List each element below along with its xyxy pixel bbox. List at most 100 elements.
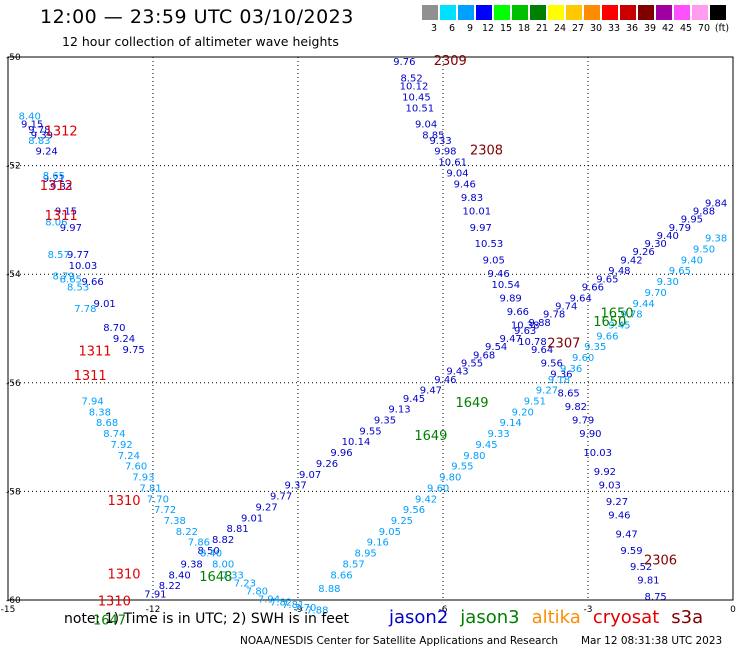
swh-value-jason2: 8.52 [400,73,422,84]
swh-value-jason3: 9.74 [555,301,577,312]
swh-value-jason3: 9.77 [270,492,292,503]
swh-value-jason2: 10.61 [438,158,467,169]
swh-value-jason3: 9.48 [608,266,630,277]
generated-timestamp: Mar 12 08:31:38 UTC 2023 [581,635,723,647]
swh-value-altika: 7.78 [74,304,96,315]
pass-time-label: 1311 [45,209,78,224]
colorbar-label: 6 [448,23,456,34]
swh-value-jason2: 9.59 [620,546,642,557]
swh-value-jason3: 9.68 [473,350,495,361]
swh-value-altika: 9.25 [391,516,413,527]
swh-value-jason3: 8.50 [197,546,219,557]
y-tick-label: -58 [6,487,21,497]
swh-value-altika: 9.80 [463,451,485,462]
swh-value-altika: 9.30 [657,277,679,288]
swh-value-jason3: 9.47 [500,334,522,345]
pass-time-label: 2309 [434,54,467,69]
swh-value-altika: 9.45 [475,440,497,451]
swh-value-altika: 9.60 [427,483,449,494]
swh-value-jason2: 10.51 [405,103,434,114]
colorbar-swatch [656,5,672,20]
y-tick-label: -52 [6,162,21,172]
swh-value-jason3: 9.54 [485,342,507,353]
colorbar-label: 39 [643,23,657,34]
swh-value-altika: 9.80 [439,473,461,484]
colorbar-swatch [548,5,564,20]
swh-value-altika: 9.20 [512,407,534,418]
colorbar-swatch [710,5,726,20]
swh-value-jason3: 9.55 [359,426,381,437]
swh-value-jason2: 10.78 [518,337,547,348]
y-tick-label: -56 [6,379,21,389]
swh-value-altika: 8.66 [330,570,352,581]
swh-value-altika: 7.24 [118,451,140,462]
swh-value-jason3: 9.63 [514,326,536,337]
colorbar-label: 15 [499,23,513,34]
swh-value-altika: 7.88 [306,606,328,617]
swh-value-altika: 8.22 [176,527,198,538]
swh-value-altika: 9.18 [548,375,570,386]
pass-time-label: 1650 [593,315,626,330]
swh-value-jason3: 9.33 [50,182,72,193]
pass-time-label: 2306 [644,554,677,569]
colorbar-label: 30 [589,23,603,34]
swh-value-jason3: 9.26 [632,247,654,258]
pass-time-label: 1310 [98,594,131,609]
x-tick-label: -12 [146,605,161,615]
swh-value-altika: 7.82 [270,597,292,608]
swh-value-altika: 9.16 [367,538,389,549]
swh-value-jason2: 9.89 [500,293,522,304]
swh-value-altika: 7.80 [246,587,268,598]
swh-value-jason3: 9.77 [67,250,89,261]
swh-value-jason3: 9.78 [543,310,565,321]
colorbar-swatch [476,5,492,20]
swh-value-altika: 9.42 [415,494,437,505]
pass-time-label: 1312 [40,179,73,194]
x-tick-label: 0 [730,605,736,615]
swh-value-jason3: 9.79 [669,223,691,234]
colorbar-swatch [422,5,438,20]
footnote: note: 1) Time is in UTC; 2) SWH is in fe… [64,611,350,627]
pass-time-label: 1311 [74,369,107,384]
swh-value-jason2: 9.97 [470,223,492,234]
colorbar-swatch [566,5,582,20]
swh-value-jason3: 9.24 [113,334,135,345]
colorbar-swatch [620,5,636,20]
swh-value-altika: 7.81 [282,600,304,611]
swh-value-altika: 9.60 [572,353,594,364]
swh-value-altika: 8.57 [342,559,364,570]
swh-value-jason3: 9.65 [596,274,618,285]
colorbar-label: 45 [679,23,693,34]
swh-value-jason2: 9.56 [541,359,563,370]
swh-value-altika: 9.45 [608,321,630,332]
swh-value-jason2: 9.90 [579,429,601,440]
swh-value-jason3: 9.01 [94,299,116,310]
colorbar-swatch [584,5,600,20]
swh-value-jason2: 9.83 [461,193,483,204]
colorbar-swatch [440,5,456,20]
swh-value-jason3: 9.43 [446,367,468,378]
swh-value-jason2: 10.01 [463,206,492,217]
colorbar-label: 33 [607,23,621,34]
swh-value-jason3: 8.22 [159,581,181,592]
swh-value-jason3: 9.97 [60,223,82,234]
swh-value-altika: 8.88 [318,584,340,595]
swh-value-jason2: 10.12 [400,82,429,93]
swh-value-altika: 7.94 [258,595,280,606]
pass-time-label: 1310 [107,494,140,509]
swh-value-jason2: 9.47 [616,530,638,541]
satellite-legend: jason2 jason3 altika cryosat s3a [389,607,715,628]
swh-value-jason3: 9.75 [123,345,145,356]
pass-time-label: 1648 [199,570,232,585]
swh-value-jason2: 9.36 [550,369,572,380]
swh-value-altika: 8.74 [103,429,125,440]
swh-value-altika: 8.40 [19,111,41,122]
swh-value-jason2: 9.04 [446,168,468,179]
swh-value-altika: 9.36 [560,364,582,375]
swh-value-altika: 9.14 [500,418,522,429]
swh-value-jason2: 9.04 [415,120,437,131]
swh-value-jason3: 9.38 [181,559,203,570]
colorbar-swatch [638,5,654,20]
swh-value-altika: 9.66 [596,331,618,342]
swh-value-jason3: 9.42 [620,255,642,266]
